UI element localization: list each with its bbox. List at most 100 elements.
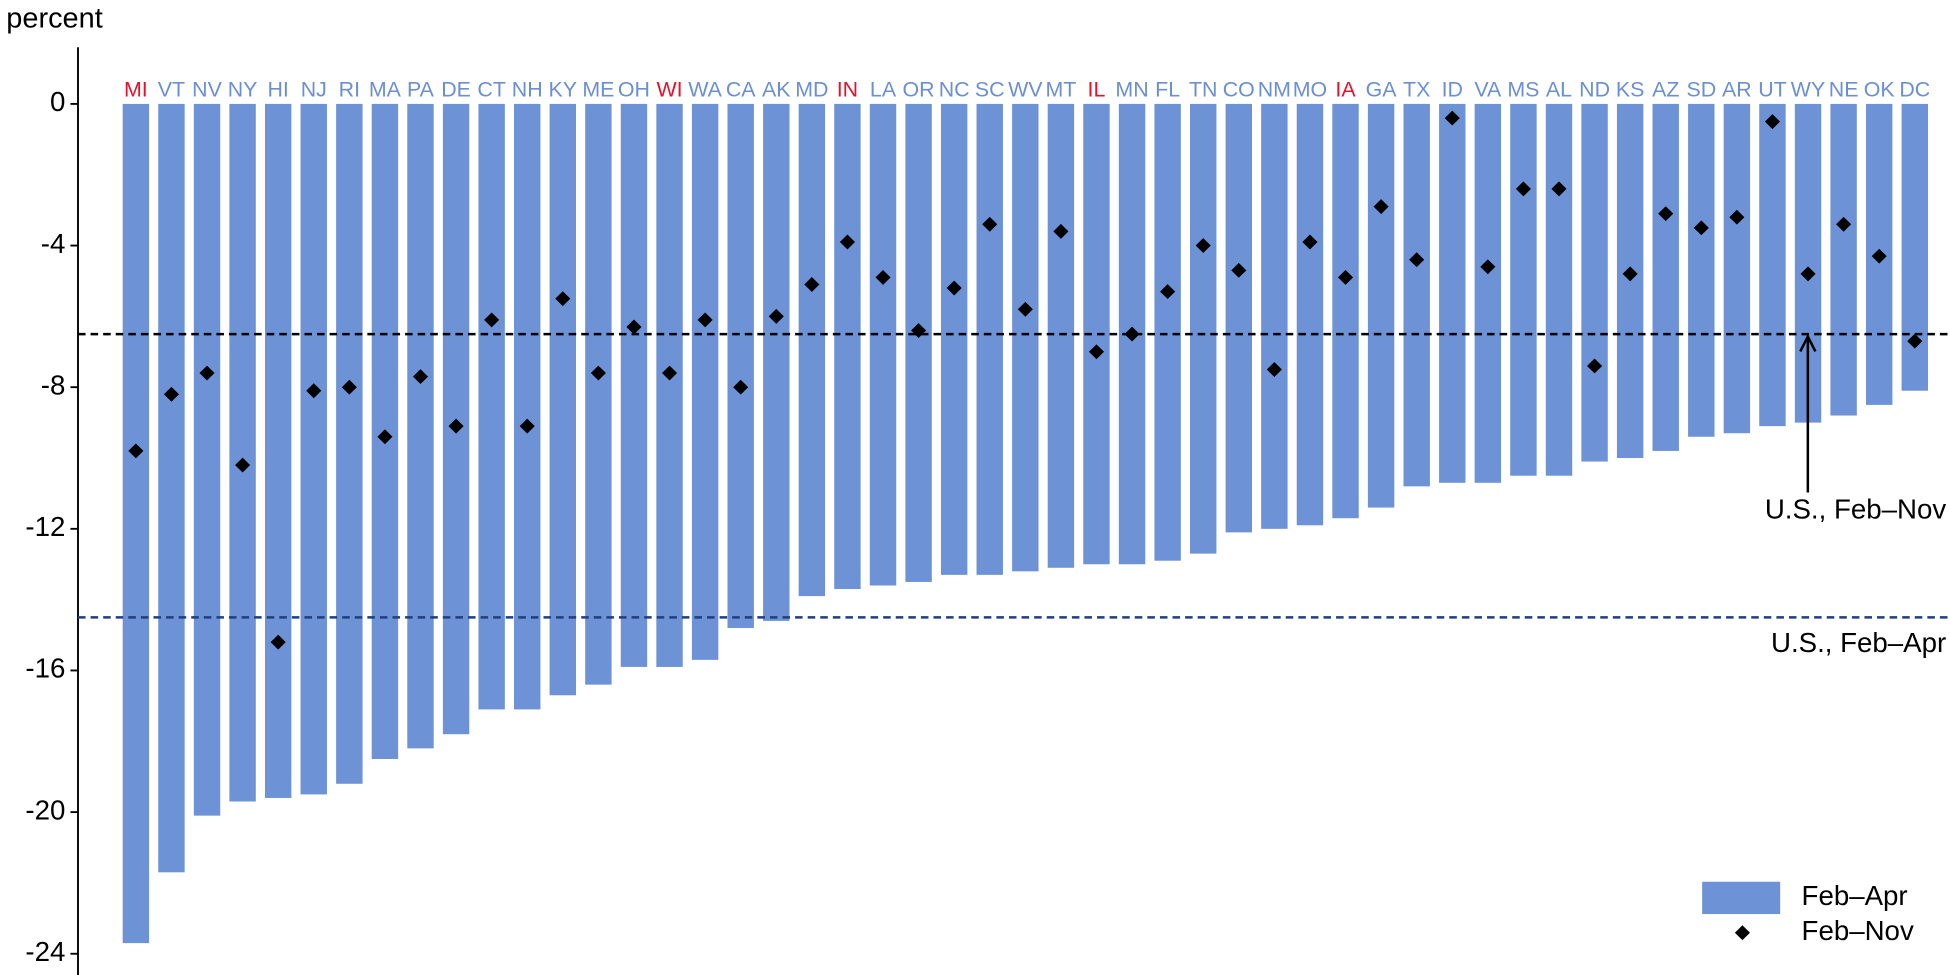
- bar: [158, 103, 185, 873]
- legend-swatch: [1734, 925, 1750, 941]
- bar: [1723, 103, 1751, 434]
- bar: [1190, 103, 1217, 554]
- marker: [448, 418, 464, 434]
- marker: [484, 312, 500, 328]
- bar: [798, 103, 826, 597]
- x-tick-label: CA: [726, 77, 757, 101]
- bar: [549, 103, 577, 696]
- x-tick-label: IL: [1088, 77, 1106, 101]
- bar: [1403, 103, 1430, 487]
- x-tick-label: NM: [1258, 77, 1291, 101]
- x-tick-label: NY: [228, 77, 258, 101]
- bar: [122, 103, 150, 944]
- x-tick-label: DE: [441, 77, 471, 101]
- x-tick-label: NV: [192, 77, 223, 101]
- x-tick-label: VT: [158, 77, 185, 101]
- x-tick-label: AL: [1546, 77, 1572, 101]
- marker: [1800, 266, 1816, 282]
- bar: [834, 103, 861, 590]
- marker: [911, 323, 927, 338]
- x-tick-label: WA: [688, 77, 722, 101]
- x-tick-label: FL: [1155, 77, 1180, 101]
- marker: [1907, 333, 1923, 349]
- x-tick-label: MA: [369, 77, 402, 101]
- x-tick-label: VA: [1474, 77, 1502, 101]
- bar: [727, 103, 754, 628]
- x-tick-label: MI: [124, 77, 148, 101]
- legend-swatch: [1702, 881, 1781, 915]
- marker: [626, 319, 642, 335]
- marker: [1836, 216, 1852, 232]
- bar: [1225, 103, 1253, 533]
- bar: [300, 103, 327, 795]
- bar: [514, 103, 541, 710]
- x-tick-label: ID: [1442, 77, 1463, 101]
- x-tick-label: NH: [512, 77, 543, 101]
- bar: [620, 103, 648, 667]
- x-tick-label: HI: [267, 77, 288, 101]
- marker: [1515, 181, 1531, 197]
- marker: [341, 379, 357, 395]
- bar: [229, 103, 256, 802]
- marker: [1658, 206, 1674, 222]
- y-tick-label: -4: [41, 228, 66, 259]
- x-tick-label: MS: [1507, 77, 1539, 101]
- marker: [733, 379, 749, 395]
- bar: [940, 103, 968, 575]
- x-tick-label: CT: [477, 77, 506, 101]
- x-tick-label: WY: [1791, 77, 1825, 101]
- y-tick-label: -20: [25, 794, 65, 825]
- x-tick-label: LA: [870, 77, 897, 101]
- x-tick-label: AK: [762, 77, 791, 101]
- marker: [235, 457, 251, 473]
- x-tick-label: WI: [656, 77, 682, 101]
- bar: [656, 103, 683, 667]
- marker: [412, 369, 429, 385]
- bar: [1296, 103, 1324, 526]
- x-tick-label: WV: [1008, 77, 1043, 101]
- x-tick-label: TN: [1189, 77, 1217, 101]
- x-tick-label: TX: [1403, 77, 1430, 101]
- bar: [1545, 103, 1573, 476]
- marker: [306, 383, 322, 399]
- x-tick-label: NE: [1829, 77, 1859, 101]
- bar: [1510, 103, 1537, 476]
- bar: [193, 103, 221, 816]
- marker: [590, 365, 606, 381]
- x-tick-label: SD: [1686, 77, 1716, 101]
- x-tick-label: AZ: [1652, 77, 1679, 101]
- x-tick-label: NC: [939, 77, 970, 101]
- x-tick-label: PA: [407, 77, 435, 101]
- bar: [763, 103, 790, 621]
- arrow-head: [1799, 333, 1817, 353]
- bar: [1581, 103, 1608, 462]
- x-tick-label: UT: [1758, 77, 1787, 101]
- legend-label: Feb–Apr: [1802, 880, 1908, 911]
- marker: [1729, 209, 1745, 225]
- x-tick-label: MD: [795, 77, 828, 101]
- bar: [1439, 103, 1466, 483]
- x-tick-label: GA: [1366, 77, 1398, 101]
- y-tick-label: -24: [25, 936, 65, 967]
- marker: [1764, 114, 1781, 130]
- bar: [1688, 103, 1715, 437]
- x-tick-label: MO: [1293, 77, 1327, 101]
- y-tick-label: 0: [50, 86, 65, 117]
- bar: [976, 103, 1003, 575]
- x-tick-label: KY: [549, 77, 578, 101]
- y-tick-label: -16: [25, 653, 65, 684]
- bar: [478, 103, 505, 710]
- bar: [1367, 103, 1395, 508]
- x-tick-label: NJ: [301, 77, 327, 101]
- marker: [270, 634, 286, 650]
- x-tick-label: SC: [975, 77, 1005, 101]
- x-tick-label: CO: [1223, 77, 1255, 101]
- legend-label: Feb–Nov: [1802, 915, 1914, 946]
- x-tick-label: IA: [1335, 77, 1356, 101]
- bar: [1830, 103, 1857, 416]
- x-tick-label: DC: [1899, 77, 1930, 101]
- bar: [1332, 103, 1359, 519]
- x-tick-label: ND: [1579, 77, 1610, 101]
- bar: [1759, 103, 1786, 427]
